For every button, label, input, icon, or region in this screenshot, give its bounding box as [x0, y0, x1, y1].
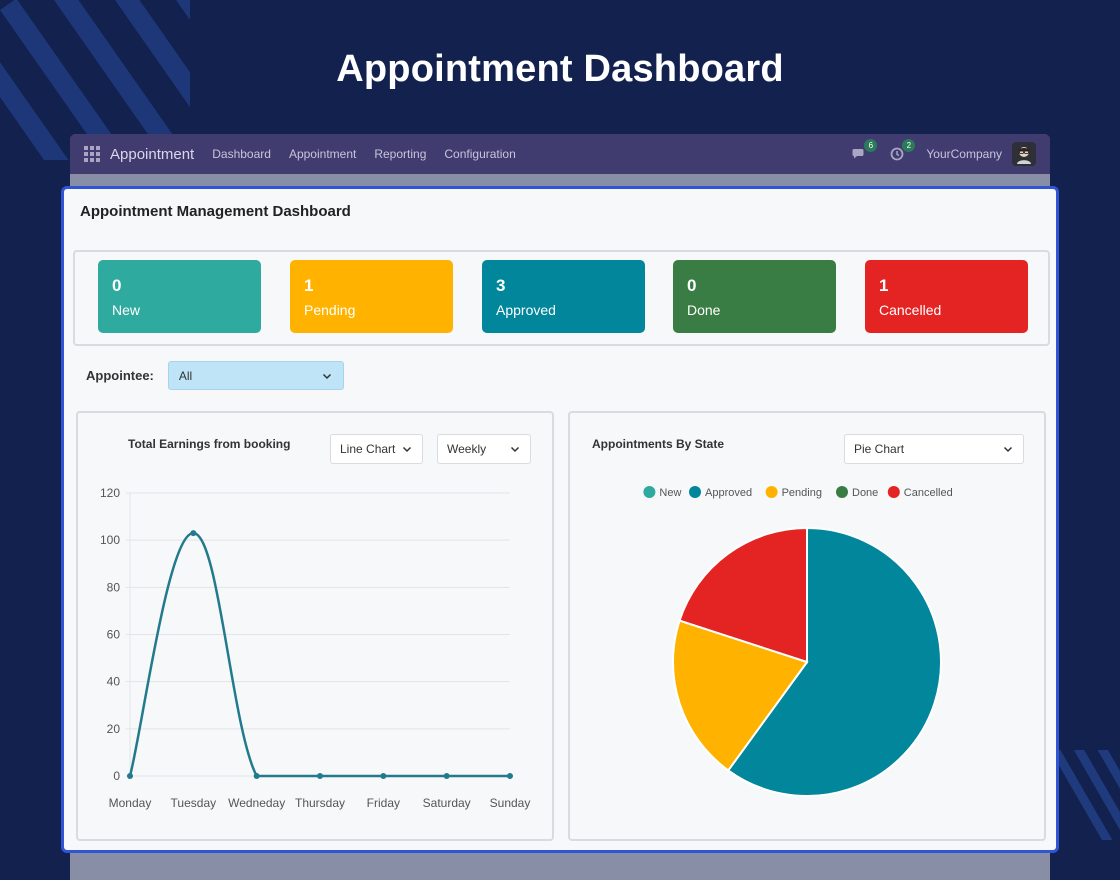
clock-icon	[890, 147, 904, 161]
data-point[interactable]	[253, 773, 260, 779]
earnings-chart-type-value: Line Chart	[340, 442, 396, 456]
legend-item-approved[interactable]: Approved	[689, 486, 752, 499]
pie-slice-cancelled[interactable]	[678, 526, 808, 664]
y-tick-label: 40	[107, 675, 121, 689]
appointee-filter: Appointee: All	[86, 361, 344, 390]
nav-dashboard[interactable]: Dashboard	[212, 147, 271, 161]
app-brand[interactable]: Appointment	[110, 145, 195, 163]
chevron-down-icon	[1003, 446, 1013, 453]
x-tick-label: Tuesday	[171, 796, 217, 810]
data-point[interactable]	[443, 773, 450, 779]
top-navbar: Appointment Dashboard Appointment Report…	[70, 134, 1050, 174]
stat-label: Cancelled	[879, 302, 942, 318]
legend-item-cancelled[interactable]: Cancelled	[887, 486, 953, 499]
data-point[interactable]	[190, 530, 197, 537]
legend-swatch	[643, 486, 656, 498]
nav-configuration[interactable]: Configuration	[444, 147, 516, 161]
stat-card-done[interactable]: 0 Done	[673, 260, 836, 333]
legend-label: Cancelled	[904, 487, 953, 499]
y-tick-label: 0	[113, 769, 120, 783]
data-point[interactable]	[380, 773, 387, 779]
chat-icon	[852, 148, 864, 158]
appointee-label: Appointee:	[86, 368, 154, 383]
user-avatar-icon	[1017, 147, 1031, 164]
earnings-line-chart: 0 20 40 60 80 100 120 Monday Tuesday Wedneday Thur…	[100, 486, 531, 810]
stat-card-approved[interactable]: 3 Approved	[482, 260, 645, 333]
earnings-title: Total Earnings from booking	[128, 437, 291, 451]
states-chart-type-value: Pie Chart	[854, 442, 905, 456]
stat-label: New	[112, 302, 141, 318]
data-point[interactable]	[317, 773, 323, 779]
hero-title: Appointment Dashboard	[336, 48, 784, 90]
stat-card-pending[interactable]: 1 Pending	[290, 260, 453, 333]
stat-count: 1	[879, 276, 889, 295]
chevron-down-icon	[510, 446, 520, 453]
stat-count: 0	[112, 276, 122, 295]
messages-button[interactable]: 6	[850, 139, 878, 163]
earnings-series-line	[128, 531, 510, 778]
states-card: Appointments By State Pie Chart New Appro…	[568, 411, 1046, 841]
y-tick-label: 80	[107, 580, 121, 594]
y-tick-label: 120	[100, 486, 120, 500]
activities-badge: 2	[902, 139, 916, 152]
company-switcher[interactable]: YourCompany	[926, 147, 1002, 161]
chevron-down-icon	[402, 446, 412, 453]
x-tick-label: Monday	[109, 796, 152, 810]
stat-label: Done	[687, 302, 721, 318]
data-point[interactable]	[507, 773, 513, 779]
stat-count: 1	[304, 276, 314, 295]
legend-label: Approved	[705, 487, 752, 499]
x-tick-label: Friday	[367, 796, 400, 810]
nav-appointment[interactable]: Appointment	[288, 147, 357, 161]
panel-title: Appointment Management Dashboard	[80, 203, 351, 220]
x-tick-label: Wedneday	[228, 796, 285, 810]
stat-card-cancelled[interactable]: 1 Cancelled	[865, 260, 1028, 333]
activities-button[interactable]: 2	[888, 139, 916, 163]
legend-item-new[interactable]: New	[643, 486, 681, 499]
legend-swatch	[689, 486, 701, 498]
appointee-select-value: All	[178, 368, 193, 383]
legend-swatch	[887, 486, 900, 498]
data-point[interactable]	[127, 773, 133, 779]
legend-swatch	[765, 486, 778, 498]
legend-label: Done	[852, 487, 878, 499]
legend-item-pending[interactable]: Pending	[765, 486, 822, 499]
dashboard-panel: Appointment Management Dashboard 0 New 1…	[61, 186, 1059, 853]
user-avatar[interactable]	[1012, 142, 1036, 166]
decorative-stripes-bottom-right	[1050, 750, 1120, 840]
y-tick-label: 100	[100, 533, 120, 547]
legend-swatch	[836, 486, 848, 498]
stat-count: 3	[496, 276, 506, 295]
pie-slice-approved[interactable]	[726, 526, 942, 797]
states-pie-chart: New Approved Pending Done Cancelled	[643, 486, 953, 797]
legend-label: New	[659, 487, 681, 499]
app-grid-icon[interactable]	[84, 146, 100, 162]
y-tick-label: 60	[107, 628, 121, 642]
legend-item-done[interactable]: Done	[836, 486, 878, 499]
x-tick-label: Sunday	[490, 796, 531, 810]
states-title: Appointments By State	[592, 437, 725, 451]
x-tick-label: Thursday	[295, 796, 345, 810]
chevron-down-icon	[322, 373, 331, 379]
pie-slice-pending[interactable]	[672, 619, 809, 772]
stat-count: 0	[687, 276, 697, 295]
earnings-chart-type-select[interactable]: Line Chart	[330, 434, 423, 464]
legend-label: Pending	[782, 487, 822, 499]
earnings-period-value: Weekly	[447, 442, 487, 456]
x-tick-label: Saturday	[423, 796, 471, 810]
stat-cards: 0 New 1 Pending 3 Approved 0 Done 1 Canc…	[73, 250, 1050, 346]
stat-card-new[interactable]: 0 New	[98, 260, 261, 333]
stat-label: Approved	[496, 302, 556, 318]
states-chart-type-select[interactable]: Pie Chart	[844, 434, 1024, 464]
y-tick-label: 20	[107, 722, 121, 736]
appointee-select[interactable]: All	[167, 361, 344, 390]
earnings-period-select[interactable]: Weekly	[437, 434, 531, 464]
messages-badge: 6	[864, 139, 878, 152]
nav-reporting[interactable]: Reporting	[374, 147, 427, 161]
stat-label: Pending	[304, 302, 356, 318]
earnings-card: Total Earnings from booking Line Chart W…	[76, 411, 554, 841]
